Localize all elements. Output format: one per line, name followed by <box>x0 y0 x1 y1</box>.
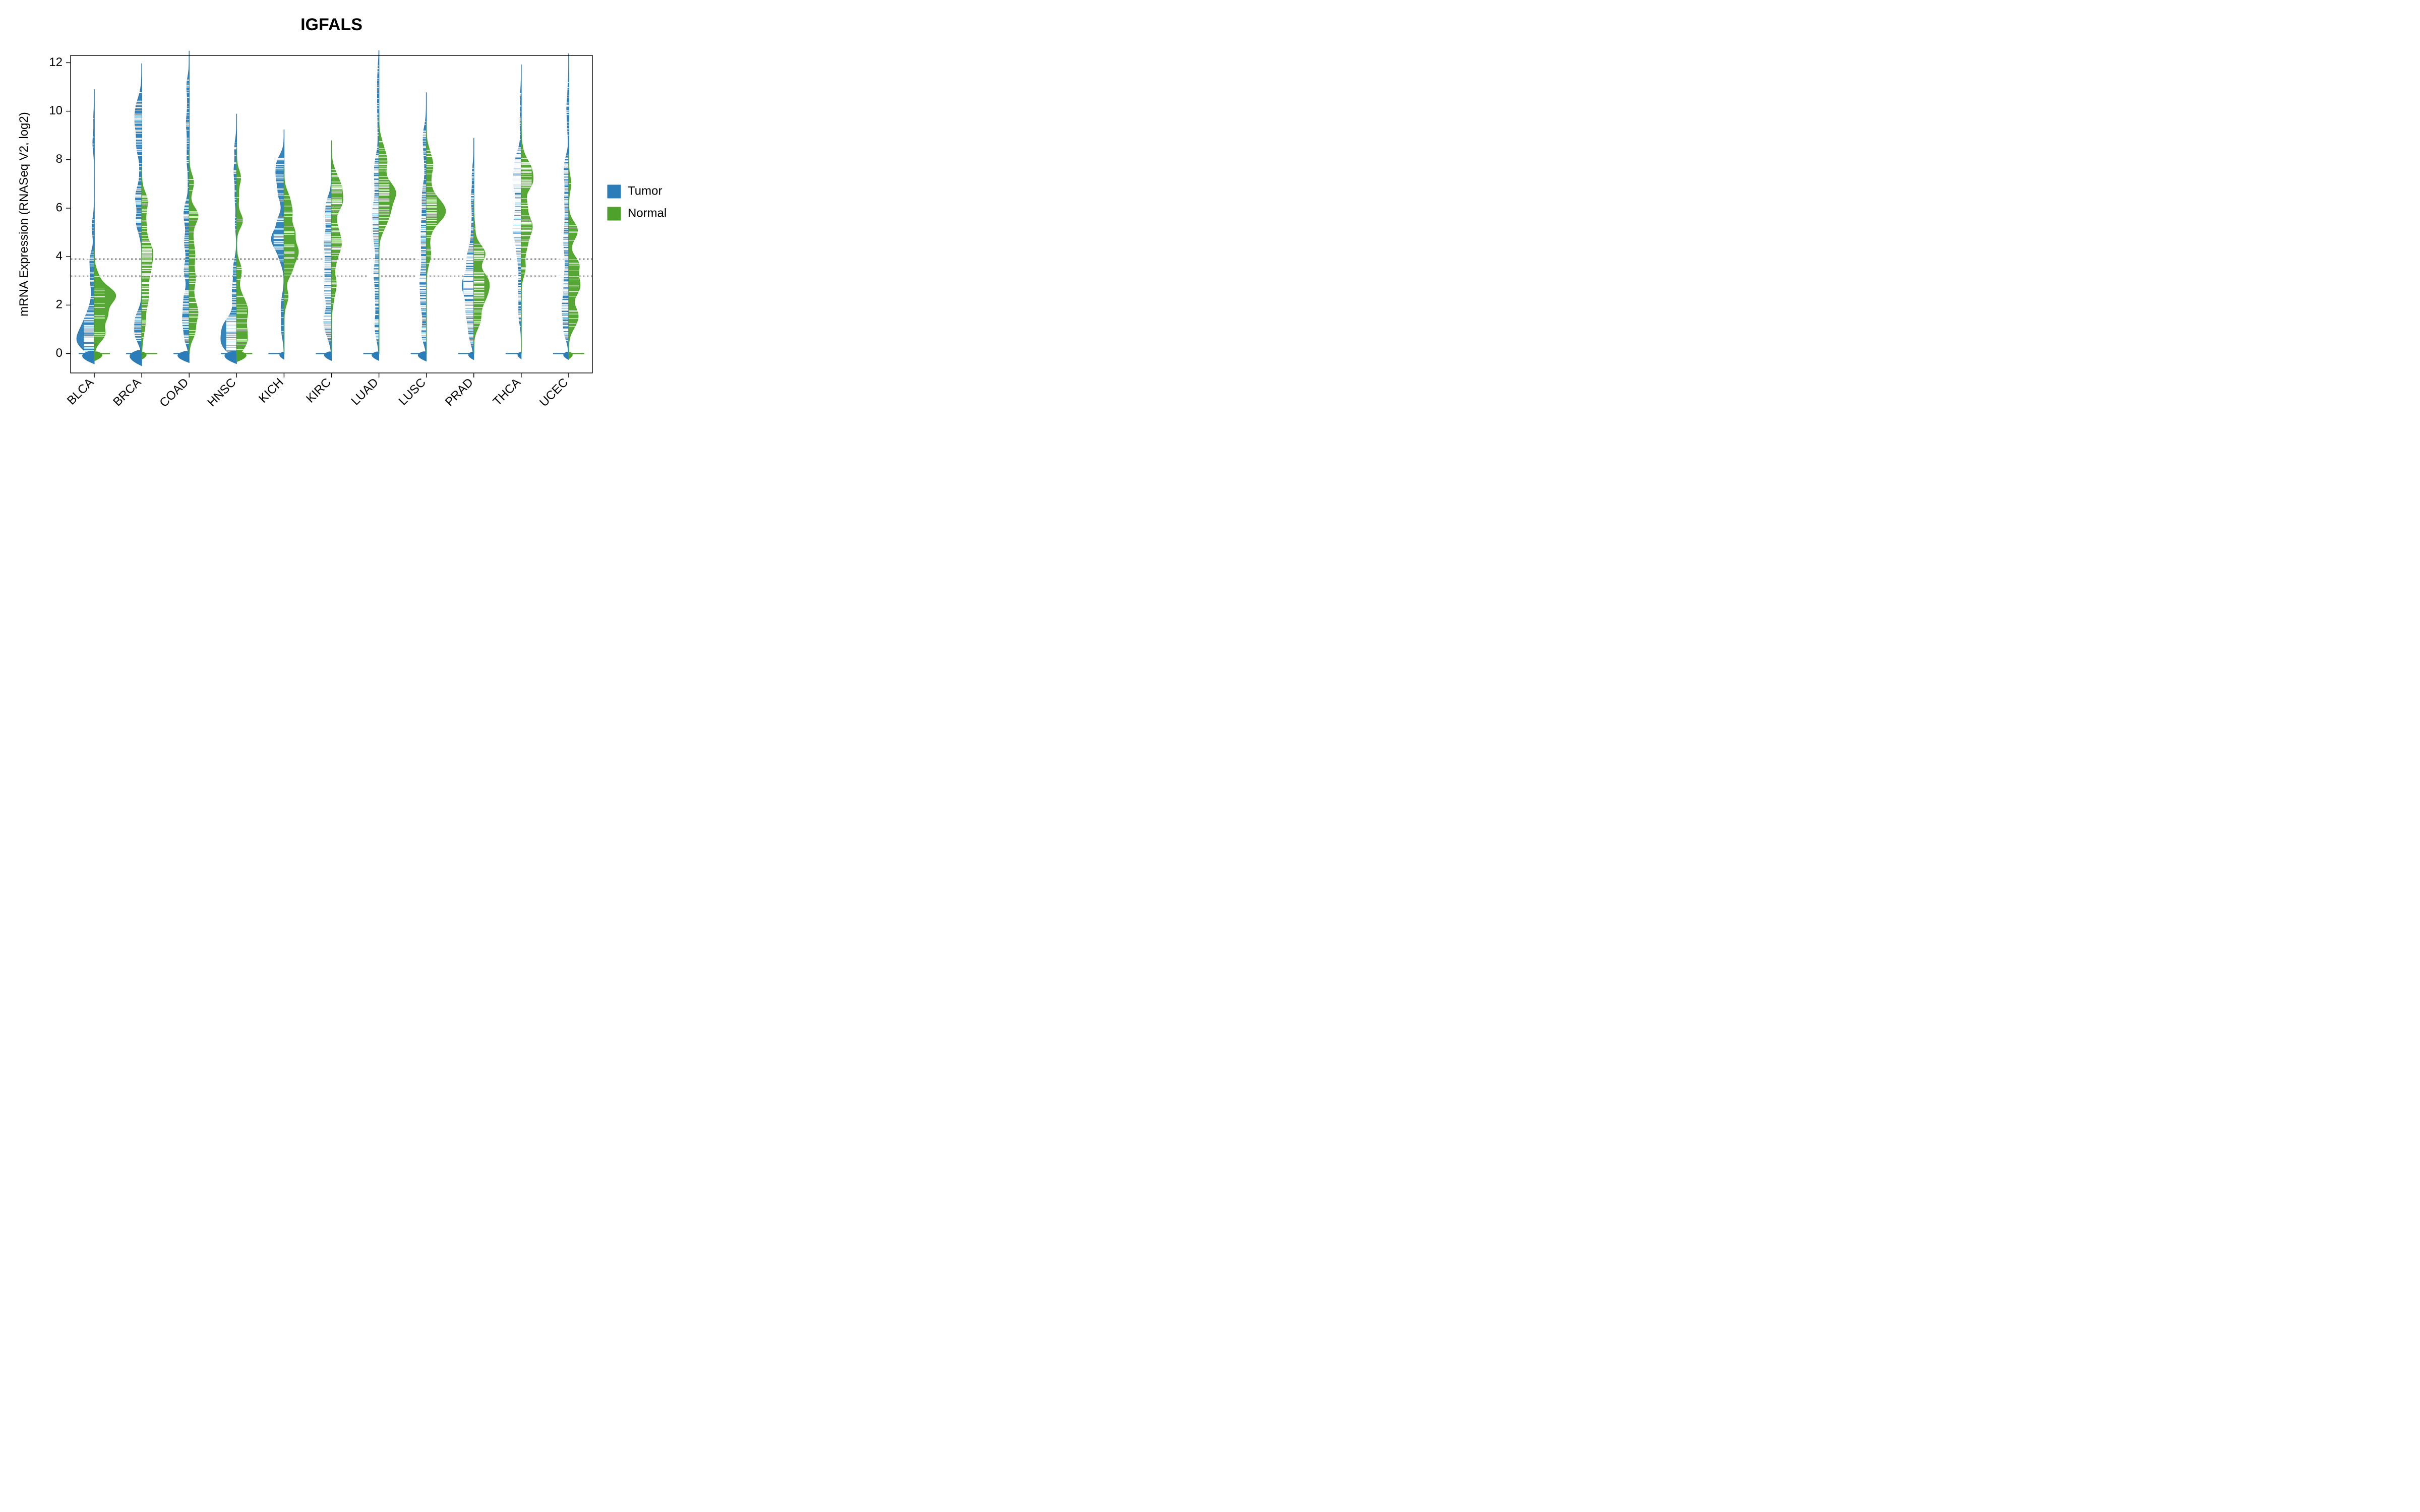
bean-tumor <box>513 65 521 354</box>
bean-normal <box>94 247 115 353</box>
legend-label-normal: Normal <box>628 206 667 220</box>
y-tick-label: 0 <box>56 346 63 360</box>
y-tick-label: 10 <box>49 104 63 117</box>
bean-base-tumor <box>83 351 95 363</box>
y-tick-label: 6 <box>56 201 63 214</box>
bean-normal <box>521 121 533 354</box>
y-tick-label: 12 <box>49 55 63 69</box>
legend-swatch-normal <box>608 207 621 220</box>
y-tick-label: 4 <box>56 249 63 263</box>
x-tick-label: THCA <box>491 375 523 408</box>
y-tick-label: 8 <box>56 152 63 166</box>
legend-label-tumor: Tumor <box>628 184 662 198</box>
chart-wrapper: 0 2 4 6 8 10 12 BLCA BRCA COAD HNSC KICH KIRC LUAD LUS… <box>0 0 706 441</box>
y-axis-label: mRNA Expression (RNASeq V2, log2) <box>17 112 31 317</box>
x-tick-label: COAD <box>157 375 191 410</box>
legend-swatch-tumor <box>608 185 621 198</box>
chart-title: IGFALS <box>300 15 362 34</box>
x-tick-label: BRCA <box>110 375 144 409</box>
x-tick-label: PRAD <box>443 375 476 409</box>
beanplot-chart: 0 2 4 6 8 10 12 BLCA BRCA COAD HNSC KICH KIRC LUAD LUS… <box>0 0 706 441</box>
x-tick-label: HNSC <box>205 375 238 409</box>
x-tick-label: LUSC <box>396 375 429 408</box>
bean-normal <box>474 200 490 353</box>
bean-tumor <box>135 64 142 354</box>
bean-base-tumor <box>130 350 142 365</box>
x-tick-label: KICH <box>256 375 286 406</box>
x-tick-label: LUAD <box>348 375 381 408</box>
bean-normal <box>189 151 198 354</box>
bean-normal <box>284 166 298 354</box>
y-tick-label: 2 <box>56 298 63 311</box>
bean-base-tumor <box>178 351 190 362</box>
x-tick-label: BLCA <box>65 375 96 407</box>
x-tick-label: UCEC <box>537 375 571 409</box>
x-tick-label: KIRC <box>304 375 334 406</box>
